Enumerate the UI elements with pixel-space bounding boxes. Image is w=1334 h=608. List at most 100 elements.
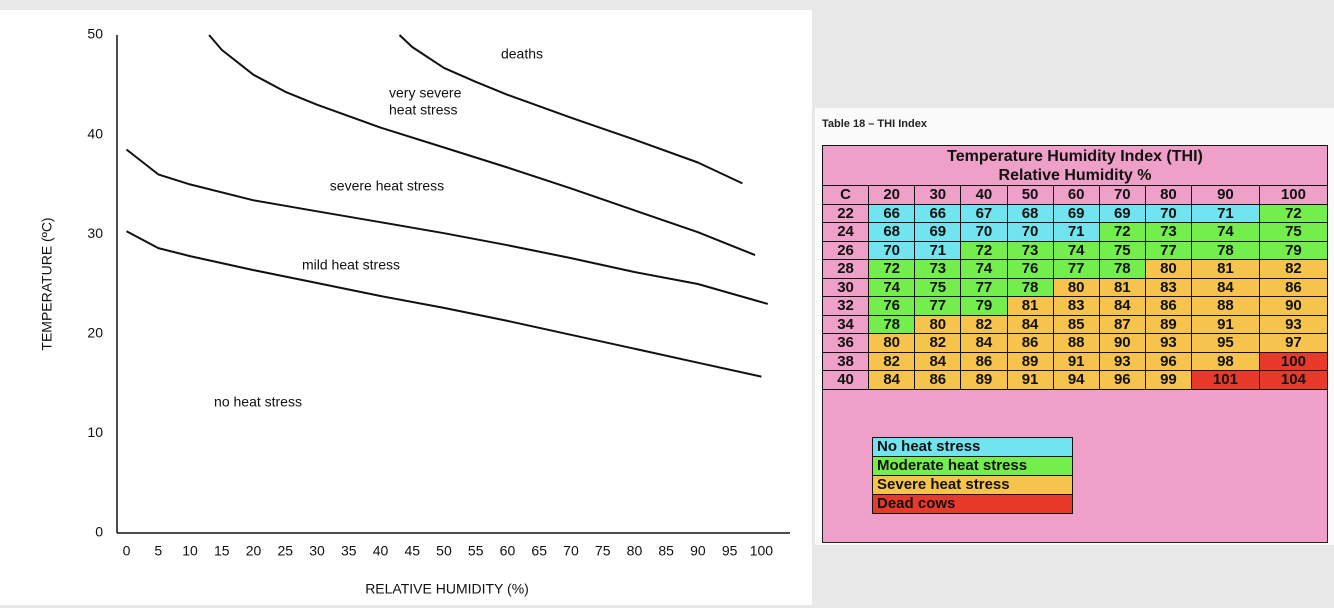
thi-cell: 66	[914, 203, 962, 223]
x-tick-label: 20	[246, 543, 262, 559]
thi-cell: 72	[868, 259, 916, 279]
table-row: 24 68 69 70 70 71 72 73 74 75	[821, 222, 1329, 242]
thi-cell: 71	[914, 240, 962, 260]
thi-cell: 98	[1191, 351, 1260, 371]
column-header: 70	[1098, 185, 1146, 205]
thi-cell: 93	[1144, 333, 1193, 353]
thi-cell: 90	[1098, 333, 1146, 353]
x-tick-label: 55	[468, 543, 484, 559]
x-tick-label: 45	[404, 543, 420, 559]
x-tick-label: 95	[722, 543, 738, 559]
legend-entry: No heat stress	[872, 437, 1073, 457]
x-tick-label: 60	[500, 543, 516, 559]
y-axis-label: TEMPERATURE (ºC)	[39, 217, 55, 350]
thi-cell: 73	[1006, 240, 1054, 260]
legend-row: Dead cows	[872, 494, 1073, 514]
x-tick-label: 0	[123, 543, 131, 559]
thi-cell: 79	[1258, 240, 1329, 260]
annotation: mild heat stress	[302, 257, 400, 273]
thi-cell: 91	[1052, 351, 1100, 371]
table-title: Temperature Humidity Index (THI)	[947, 147, 1203, 165]
thi-cell: 74	[868, 277, 916, 297]
column-header: 100	[1258, 185, 1329, 205]
thi-cell: 82	[1258, 259, 1329, 279]
legend-row: Severe heat stress	[872, 475, 1073, 495]
column-row: C 20 30 40 50 60 70 80 90 100	[821, 185, 1329, 205]
annotation: severe heat stress	[330, 178, 444, 194]
table-header: Temperature Humidity Index (THI) Relative…	[822, 145, 1328, 186]
thi-cell: 70	[1006, 222, 1054, 242]
column-header: 30	[914, 185, 962, 205]
thi-cell: 74	[1052, 240, 1100, 260]
row-header: 22	[821, 203, 870, 223]
thi-cell: 72	[960, 240, 1008, 260]
column-header: 20	[868, 185, 916, 205]
thi-cell: 67	[960, 203, 1008, 223]
thi-cell: 73	[914, 259, 962, 279]
thi-cell: 88	[1052, 333, 1100, 353]
row-header: 36	[821, 333, 870, 353]
row-header: 26	[821, 240, 870, 260]
thi-cell: 83	[1144, 277, 1193, 297]
thi-cell: 101	[1191, 370, 1260, 390]
table-row: 34 78 80 82 84 85 87 89 91 93	[821, 314, 1329, 334]
x-tick-label: 100	[750, 543, 774, 559]
thi-cell: 86	[914, 370, 962, 390]
chart-panel	[0, 10, 812, 605]
thi-cell: 93	[1258, 314, 1329, 334]
thi-cell: 83	[1052, 296, 1100, 316]
thi-cell: 75	[1258, 222, 1329, 242]
thi-cell: 75	[1098, 240, 1146, 260]
row-header: 40	[821, 370, 870, 390]
thi-cell: 79	[960, 296, 1008, 316]
thi-cell: 70	[1144, 203, 1193, 223]
thi-cell: 91	[1006, 370, 1054, 390]
thi-cell: 93	[1098, 351, 1146, 371]
annotation: heat stress	[389, 102, 457, 118]
column-header: C	[821, 185, 870, 205]
table-subtitle: Relative Humidity %	[998, 166, 1152, 184]
thi-cell: 86	[1006, 333, 1054, 353]
thi-legend: No heat stress Moderate heat stress Severe…	[872, 437, 1073, 514]
thi-cell: 71	[1191, 203, 1260, 223]
annotation: deaths	[501, 46, 543, 62]
thi-cell: 77	[914, 296, 962, 316]
thi-cell: 95	[1191, 333, 1260, 353]
thi-cell: 89	[1144, 314, 1193, 334]
thi-cell: 69	[914, 222, 962, 242]
x-tick-label: 65	[531, 543, 547, 559]
column-header: 80	[1144, 185, 1193, 205]
thi-cell: 81	[1006, 296, 1054, 316]
thi-cell: 97	[1258, 333, 1329, 353]
thi-table: Temperature Humidity Index (THI) Relative…	[821, 145, 1329, 390]
thi-cell: 84	[868, 370, 916, 390]
x-tick-label: 30	[309, 543, 325, 559]
thi-cell: 81	[1098, 277, 1146, 297]
thi-cell: 72	[1258, 203, 1329, 223]
table-row: 30 74 75 77 78 80 81 83 84 86	[821, 277, 1329, 297]
annotation: very severe	[389, 85, 462, 101]
thi-cell: 66	[868, 203, 916, 223]
x-tick-label: 85	[658, 543, 674, 559]
x-tick-label: 50	[436, 543, 452, 559]
thi-cell: 76	[868, 296, 916, 316]
thi-cell: 78	[1098, 259, 1146, 279]
table-row: 38 82 84 86 89 91 93 96 98 100	[821, 351, 1329, 371]
thi-cell: 84	[914, 351, 962, 371]
x-axis-label: RELATIVE HUMIDITY (%)	[365, 581, 529, 597]
x-tick-label: 80	[627, 543, 643, 559]
legend-row: Moderate heat stress	[872, 456, 1073, 476]
thi-cell: 78	[1006, 277, 1054, 297]
legend-row: No heat stress	[872, 437, 1073, 457]
row-header: 24	[821, 222, 870, 242]
thi-cell: 80	[1052, 277, 1100, 297]
thi-cell: 100	[1258, 351, 1329, 371]
x-tick-label: 5	[154, 543, 162, 559]
table-row: 32 76 77 79 81 83 84 86 88 90	[821, 296, 1329, 316]
thi-cell: 74	[960, 259, 1008, 279]
thi-cell: 82	[960, 314, 1008, 334]
column-header: 90	[1191, 185, 1260, 205]
thi-cell: 68	[868, 222, 916, 242]
thi-cell: 77	[960, 277, 1008, 297]
